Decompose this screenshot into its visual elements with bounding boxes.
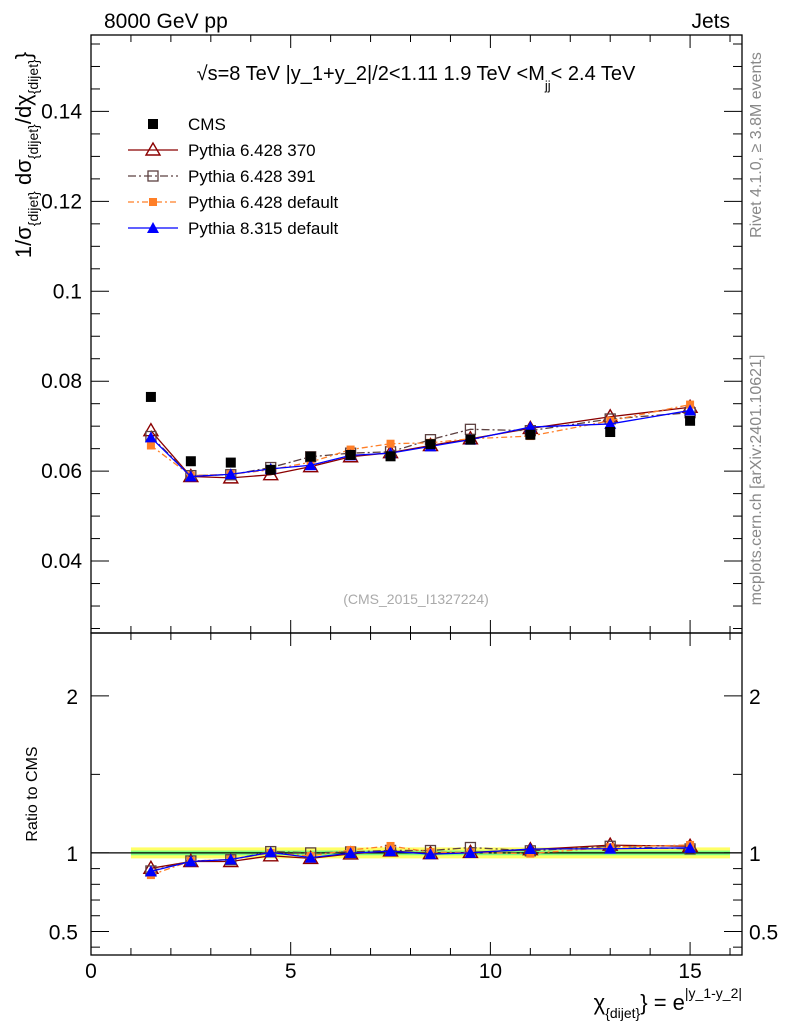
- legend-label-cms: CMS: [188, 115, 226, 134]
- data-point-cms: [265, 464, 276, 475]
- x-axis-label: χ{dijet}} = e|y_1-y_2|: [594, 985, 742, 1021]
- data-point-p8_default: [684, 404, 697, 416]
- legend-label-p6_370: Pythia 6.428 370: [188, 141, 316, 160]
- data-point-p8_default: [224, 468, 237, 480]
- ylabel-part-4: }: [11, 52, 36, 59]
- xlabel-chi-sub: {dijet}: [605, 1005, 640, 1021]
- data-point-p8_default: [304, 459, 317, 471]
- header-right-label: Jets: [691, 10, 730, 33]
- ylabel-sub-3: {dijet}: [25, 59, 41, 94]
- data-point-p8_default: [144, 431, 157, 443]
- legend-marker-cms: [148, 119, 158, 129]
- ratio-series-p8_default: [144, 841, 697, 877]
- legend-label-p6_391: Pythia 6.428 391: [188, 167, 316, 186]
- main-y-tick-label: 0.04: [41, 550, 82, 573]
- legend-marker-p6_391: [147, 170, 159, 182]
- data-point-p8_default: [604, 417, 617, 429]
- ratio-y-tick-label: 0.5: [49, 921, 78, 944]
- xlabel-mid: } = e: [640, 990, 685, 1015]
- main-y-tick-label: 0.1: [53, 280, 82, 303]
- ratio-point-p8_default: [604, 842, 617, 854]
- data-point-p6_default: [386, 439, 395, 448]
- legend-label-p6_default: Pythia 6.428 default: [188, 193, 339, 212]
- ylabel-sub-1: {dijet}: [25, 191, 41, 226]
- x-tick-label: 5: [285, 960, 297, 983]
- xlabel-sup: |y_1-y_2|: [685, 985, 742, 1001]
- ratio-plot-frame: [90, 632, 743, 956]
- data-point-cms: [185, 456, 196, 467]
- series-line-p8_default: [150, 409, 691, 478]
- data-point-cms: [465, 434, 476, 445]
- legend-marker-p8_default: [147, 222, 159, 233]
- ratio-y-tick-label-right: 2: [749, 686, 761, 709]
- ratio-point-p8_default: [224, 853, 237, 865]
- ratio-y-tick-label-right: 1: [749, 843, 761, 866]
- axis-ticks: 0 5 10 15 0.04 0.06 0.08 0.1 0.12 0.14 0.5 0.5 1 1 2 2: [41, 35, 778, 983]
- ratio-point-p8_default: [264, 846, 277, 858]
- main-y-tick-label: 0.08: [41, 370, 82, 393]
- legend-marker-p6_default: [149, 198, 157, 206]
- main-series: [142, 391, 699, 484]
- data-point-cms: [425, 439, 436, 450]
- data-point-p8_default: [524, 421, 537, 433]
- x-tick-label: 10: [479, 960, 502, 983]
- data-point-cms: [145, 391, 156, 402]
- data-point-cms: [345, 449, 356, 460]
- ratio-point-p8_default: [464, 846, 477, 858]
- ylabel-part-1: 1/σ: [11, 226, 36, 258]
- ratio-y-tick-label: 1: [66, 843, 78, 866]
- ratio-line-p8_default: [150, 847, 691, 873]
- plot-title-sub: jj: [544, 78, 551, 93]
- plot-title-main: =8 TeV |y_1+y_2|/2<1.11 1.9 TeV <M: [218, 63, 545, 85]
- x-tick-label: 15: [678, 960, 701, 983]
- ratio-point-p8_default: [344, 847, 357, 859]
- series-cms: [145, 391, 696, 475]
- legend: CMS Pythia 6.428 370 Pythia 6.428 391 Pythi…: [128, 115, 339, 238]
- main-y-tick-label: 0.06: [41, 460, 82, 483]
- plot-title: √s=8 TeV |y_1+y_2|/2<1.11 1.9 TeV <Mjj< …: [197, 63, 636, 93]
- mcplots-label: mcplots.cern.ch [arXiv:2401.10621]: [748, 355, 765, 606]
- xlabel-chi: χ: [594, 990, 606, 1015]
- rivet-label: Rivet 4.1.0, ≥ 3.8M events: [748, 52, 765, 238]
- ratio-point-p8_default: [144, 865, 157, 877]
- legend-label-p8_default: Pythia 8.315 default: [188, 219, 339, 238]
- ratio-series: [142, 836, 699, 880]
- data-point-cms: [685, 415, 696, 426]
- data-point-cms: [525, 429, 536, 440]
- ratio-point-p8_default: [184, 855, 197, 867]
- main-y-tick-label: 0.12: [41, 190, 82, 213]
- ratio-point-p8_default: [304, 851, 317, 863]
- data-point-cms: [385, 451, 396, 462]
- legend-marker-p6_370: [144, 141, 162, 156]
- analysis-watermark: (CMS_2015_I1327224): [343, 591, 489, 607]
- ratio-y-tick-label-right: 0.5: [749, 921, 778, 944]
- x-tick-label: 0: [85, 960, 97, 983]
- ratio-point-p8_default: [684, 841, 697, 853]
- ratio-y-tick-label: 2: [66, 686, 78, 709]
- data-point-cms: [225, 457, 236, 468]
- plot-title-tail: < 2.4 TeV: [551, 63, 636, 85]
- data-point-cms: [305, 451, 316, 462]
- data-point-p8_default: [184, 470, 197, 482]
- ratio-line-p6_391: [150, 845, 691, 872]
- data-point-p6_default: [146, 441, 155, 450]
- ylabel-part-2: dσ: [11, 159, 36, 191]
- header-left-label: 8000 GeV pp: [104, 10, 228, 33]
- ylabel-part-3: /dχ: [11, 94, 36, 124]
- ylabel-sub-2: {dijet}: [25, 124, 41, 159]
- ratio-point-p8_default: [424, 848, 437, 860]
- ratio-point-p8_default: [384, 845, 397, 857]
- main-y-axis-label: 1/σ{dijet} dσ{dijet}/dχ{dijet}}: [11, 52, 41, 258]
- main-y-tick-label: 0.14: [41, 100, 82, 123]
- plot-title-sqrt: √s: [197, 63, 218, 85]
- ratio-y-axis-label: Ratio to CMS: [24, 746, 41, 841]
- data-point-cms: [605, 427, 616, 438]
- ratio-point-p8_default: [524, 842, 537, 854]
- series-line-p6_default: [150, 403, 691, 477]
